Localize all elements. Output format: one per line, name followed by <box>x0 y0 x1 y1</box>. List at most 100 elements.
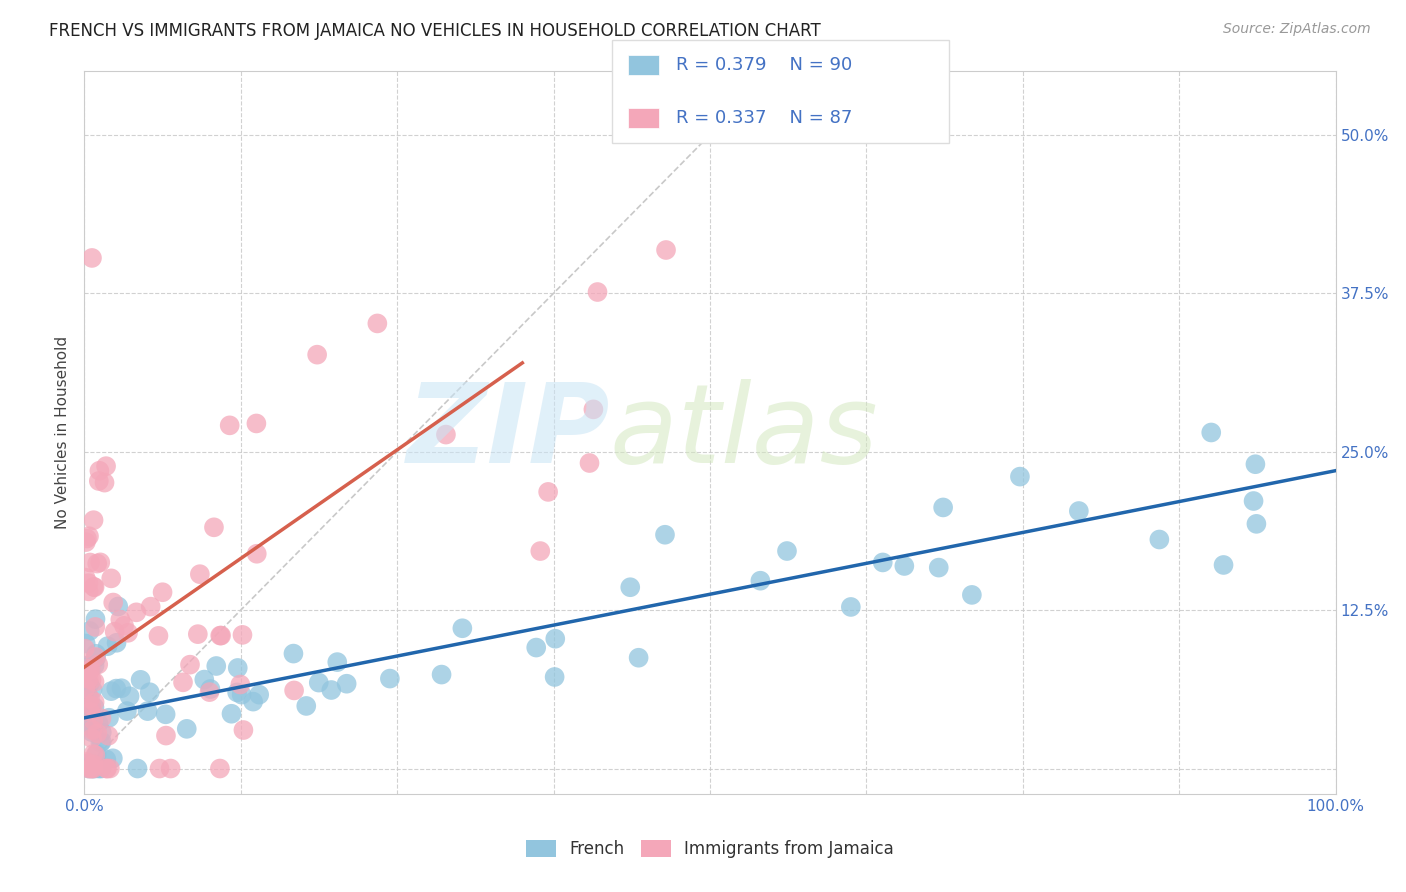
Point <box>79 556 101 570</box>
Point <box>75 659 97 673</box>
Point <box>89 736 111 750</box>
Point <box>83 695 105 709</box>
Point <box>87 716 110 731</box>
Point <box>75 659 97 673</box>
Point <box>83 580 105 594</box>
Point <box>451 621 474 635</box>
Point <box>100 684 122 698</box>
Point <box>100 571 122 585</box>
Point <box>89 555 111 569</box>
Point <box>932 500 955 515</box>
Point <box>1246 516 1268 531</box>
Point <box>76 532 98 546</box>
Point <box>93 475 115 490</box>
Point <box>79 624 101 638</box>
Point <box>79 691 101 706</box>
Point <box>75 757 97 772</box>
Point <box>80 731 103 746</box>
Point <box>77 672 100 686</box>
Point <box>76 695 98 709</box>
Point <box>125 605 148 619</box>
Point <box>104 624 127 639</box>
Point <box>155 707 177 722</box>
Point <box>434 427 457 442</box>
Point <box>76 688 98 702</box>
Point <box>242 695 264 709</box>
Point <box>82 723 104 737</box>
Point <box>79 664 101 678</box>
Point <box>129 673 152 687</box>
Point <box>89 464 111 478</box>
Point <box>1149 533 1171 547</box>
Point <box>529 544 551 558</box>
Point <box>87 657 110 672</box>
Point <box>84 620 107 634</box>
Point <box>1243 494 1265 508</box>
Point <box>101 751 124 765</box>
Point <box>75 535 97 549</box>
Point <box>76 756 98 771</box>
Point <box>96 762 118 776</box>
Point <box>76 755 98 769</box>
Point <box>73 641 96 656</box>
Point <box>524 640 547 655</box>
Point <box>77 762 100 776</box>
Point <box>115 704 138 718</box>
Point <box>75 571 97 585</box>
Point <box>245 417 267 431</box>
Text: FRENCH VS IMMIGRANTS FROM JAMAICA NO VEHICLES IN HOUSEHOLD CORRELATION CHART: FRENCH VS IMMIGRANTS FROM JAMAICA NO VEH… <box>49 22 821 40</box>
Point <box>90 762 112 776</box>
Point <box>226 661 249 675</box>
Point <box>110 681 132 696</box>
Point <box>172 675 194 690</box>
Point <box>159 762 181 776</box>
Point <box>77 529 100 543</box>
Point <box>77 762 100 776</box>
Point <box>893 559 915 574</box>
Point <box>80 762 103 776</box>
Point <box>84 647 107 661</box>
Point <box>187 627 209 641</box>
Point <box>83 757 105 772</box>
Point <box>73 718 96 732</box>
Point <box>82 714 104 728</box>
Point <box>148 629 170 643</box>
Point <box>84 651 107 665</box>
Point <box>75 681 97 696</box>
Point <box>1199 425 1222 440</box>
Point <box>776 544 799 558</box>
Point <box>1244 457 1267 471</box>
Point <box>295 698 318 713</box>
Point <box>84 612 107 626</box>
Point <box>578 456 600 470</box>
Point <box>77 576 100 591</box>
Point <box>94 459 117 474</box>
Point <box>200 681 222 696</box>
Point <box>75 636 97 650</box>
Point <box>80 702 103 716</box>
Point <box>80 251 103 265</box>
Point <box>232 723 254 737</box>
Point <box>155 729 177 743</box>
Point <box>90 711 112 725</box>
Legend: French, Immigrants from Jamaica: French, Immigrants from Jamaica <box>519 833 901 865</box>
Point <box>90 725 112 739</box>
Point <box>86 557 108 571</box>
Point <box>138 685 160 699</box>
Point <box>336 676 359 690</box>
Point <box>83 700 105 714</box>
Point <box>110 613 132 627</box>
Point <box>82 762 104 776</box>
Point <box>80 673 103 687</box>
Point <box>654 527 676 541</box>
Point <box>231 628 253 642</box>
Point <box>326 655 349 669</box>
Point <box>247 688 270 702</box>
Point <box>246 547 269 561</box>
Point <box>117 625 139 640</box>
Point <box>83 580 105 594</box>
Point <box>839 599 862 614</box>
Point <box>77 707 100 722</box>
Point <box>87 762 110 776</box>
Point <box>544 632 567 646</box>
